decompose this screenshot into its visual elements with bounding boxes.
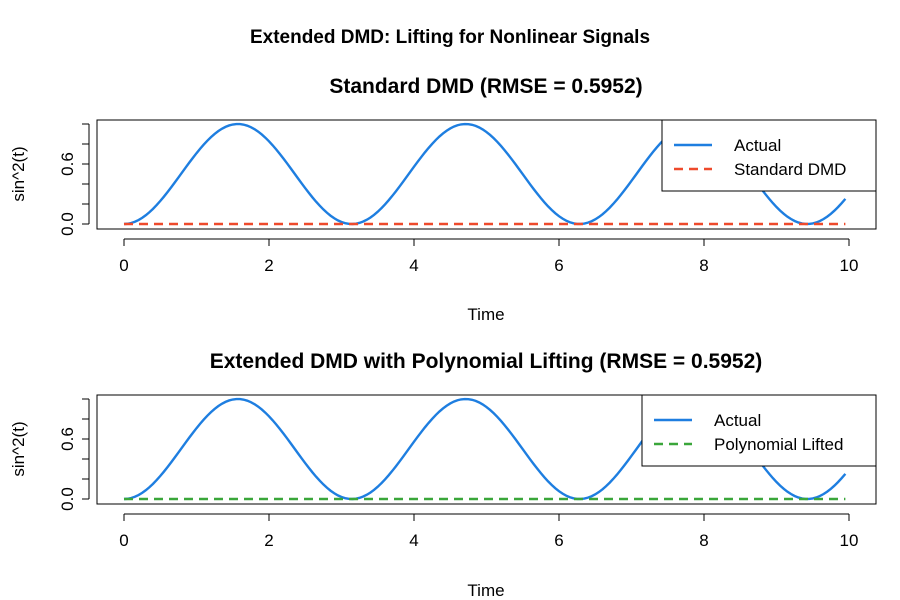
panel-extended-dmd: Extended DMD with Polynomial Lifting (RM… xyxy=(9,350,877,600)
legend-box xyxy=(661,119,877,192)
x-tick-label: 2 xyxy=(264,531,273,550)
x-tick-label: 6 xyxy=(554,531,563,550)
x-axis-label: Time xyxy=(467,305,504,324)
legend-box xyxy=(641,394,877,467)
figure-title: Extended DMD: Lifting for Nonlinear Sign… xyxy=(250,27,650,48)
y-axis-label: sin^2(t) xyxy=(9,146,28,201)
x-tick-label: 6 xyxy=(554,256,563,275)
legend-label: Polynomial Lifted xyxy=(714,435,843,454)
x-tick-label: 10 xyxy=(840,256,859,275)
y-tick-label: 0.6 xyxy=(58,152,77,176)
x-tick-label: 4 xyxy=(409,531,418,550)
panel-standard-dmd: Standard DMD (RMSE = 0.5952) Time sin^2(… xyxy=(9,75,877,324)
x-tick-label: 0 xyxy=(119,531,128,550)
y-tick-label: 0.0 xyxy=(58,212,77,236)
legend-label: Actual xyxy=(734,136,781,155)
x-tick-label: 8 xyxy=(699,531,708,550)
y-tick-label: 0.6 xyxy=(58,427,77,451)
x-tick-label: 0 xyxy=(119,256,128,275)
y-tick-label: 0.0 xyxy=(58,487,77,511)
x-tick-label: 4 xyxy=(409,256,418,275)
x-tick-label: 2 xyxy=(264,256,273,275)
x-tick-label: 10 xyxy=(840,531,859,550)
y-axis-label: sin^2(t) xyxy=(9,421,28,476)
legend-label: Actual xyxy=(714,411,761,430)
legend-label: Standard DMD xyxy=(734,160,846,179)
x-axis-label: Time xyxy=(467,581,504,600)
plot-marks: 0 2 4 6 8 10 0.0 0.6 Actual Standard DMD xyxy=(58,119,877,275)
panel-title: Standard DMD (RMSE = 0.5952) xyxy=(329,75,642,98)
panel-title: Extended DMD with Polynomial Lifting (RM… xyxy=(210,350,763,373)
x-tick-label: 8 xyxy=(699,256,708,275)
plot-marks: 0 2 4 6 8 10 0.0 0.6 Actual Polynomial Lifted xyxy=(58,394,877,550)
